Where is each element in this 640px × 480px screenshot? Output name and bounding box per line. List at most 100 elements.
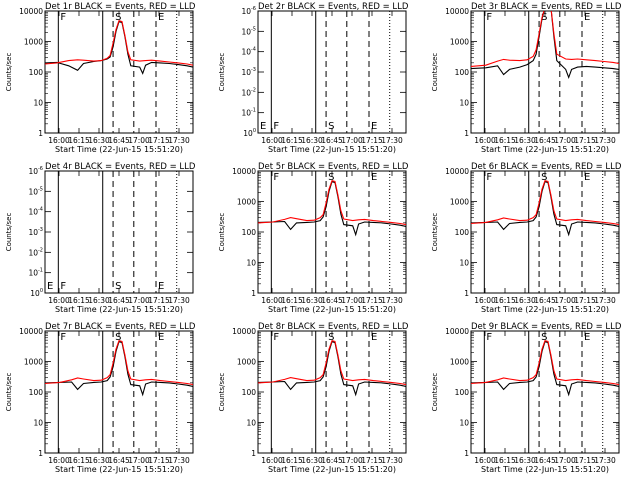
y-tick-exponent: -5 xyxy=(251,26,256,32)
x-tick-label: 16:00 xyxy=(261,136,283,145)
y-tick-label: 1 xyxy=(464,129,469,138)
y-tick-base: 1000 xyxy=(450,358,469,367)
x-axis-label: Start Time (22-Jun-15 15:51:20) xyxy=(268,145,396,154)
x-axis-label: Start Time (22-Jun-15 15:51:20) xyxy=(268,465,396,474)
y-axis-label: Counts/sec xyxy=(218,373,226,412)
flag-label: E xyxy=(584,12,590,23)
series-line-lld xyxy=(45,20,193,66)
y-tick-base: 10000 xyxy=(19,327,43,336)
y-tick-label: 100 xyxy=(29,388,44,397)
y-tick-exponent: -6 xyxy=(38,166,43,172)
y-tick-label: 1 xyxy=(38,129,43,138)
y-tick-label: 10 xyxy=(459,419,469,428)
y-tick-base: 10 xyxy=(246,259,256,268)
y-tick-base: 10000 xyxy=(232,327,256,336)
y-tick-label: 100 xyxy=(455,388,470,397)
panel-9: Det 9r BLACK = Events, RED = LLD 1 10 100 10… xyxy=(431,322,622,474)
series-line-events xyxy=(258,340,406,397)
flag-label: F xyxy=(60,332,66,343)
y-tick-label: 10000 xyxy=(232,167,256,176)
x-tick-label: 17:30 xyxy=(381,136,403,145)
y-tick-base: 10000 xyxy=(445,167,469,176)
y-tick-base: 1 xyxy=(464,129,469,138)
panel-title: Det 9r BLACK = Events, RED = LLD xyxy=(471,322,622,332)
plot-frame xyxy=(470,170,620,294)
series-line-events xyxy=(45,340,193,397)
y-tick-label: 10-6 xyxy=(241,6,256,16)
x-tick-label: 16:45 xyxy=(108,136,130,145)
y-tick-label: 100 xyxy=(29,68,44,77)
y-tick-label: 100 xyxy=(242,228,257,237)
y-tick-label: 100 xyxy=(30,288,43,298)
y-tick-exponent: -4 xyxy=(38,207,43,213)
x-axis-label: Start Time (22-Jun-15 15:51:20) xyxy=(481,305,609,314)
flag-label: S xyxy=(328,172,334,183)
x-tick-label: 17:30 xyxy=(594,296,616,305)
y-tick-base: 100 xyxy=(455,388,470,397)
x-tick-label: 16:15 xyxy=(68,296,90,305)
flag-label: E xyxy=(260,121,266,132)
x-tick-label: 16:00 xyxy=(48,456,70,465)
y-tick-base: 10 xyxy=(241,109,251,118)
flag-label: E xyxy=(584,172,590,183)
plot-frame xyxy=(257,170,407,294)
y-tick-label: 1000 xyxy=(450,38,469,47)
y-tick-base: 10000 xyxy=(232,167,256,176)
x-tick-label: 16:00 xyxy=(474,296,496,305)
x-tick-label: 16:45 xyxy=(108,456,130,465)
x-tick-label: 16:15 xyxy=(494,296,516,305)
y-tick-label: 100 xyxy=(243,128,256,138)
x-tick-label: 16:45 xyxy=(321,456,343,465)
y-tick-base: 10 xyxy=(459,99,469,108)
panel-6: Det 6r BLACK = Events, RED = LLD 1 10 100 10… xyxy=(431,162,622,314)
y-tick-base: 10 xyxy=(28,228,38,237)
x-tick-label: 17:00 xyxy=(341,136,363,145)
y-tick-base: 10 xyxy=(28,248,38,257)
y-tick-label: 10000 xyxy=(19,327,43,336)
series-line-lld xyxy=(258,180,406,226)
series-line-events xyxy=(471,180,619,237)
y-tick-label: 1000 xyxy=(24,358,43,367)
x-tick-label: 17:15 xyxy=(361,456,383,465)
panel-3: Det 3r BLACK = Events, RED = LLD 1 10 100 10… xyxy=(431,2,622,154)
flag-label: F xyxy=(273,172,279,183)
panel-title: Det 4r BLACK = Events, RED = LLD xyxy=(45,162,196,172)
y-tick-label: 10 xyxy=(459,259,469,268)
flag-label: E xyxy=(371,332,377,343)
x-tick-label: 17:00 xyxy=(128,296,150,305)
x-tick-label: 16:15 xyxy=(281,136,303,145)
x-tick-label: 17:00 xyxy=(128,456,150,465)
y-tick-base: 1000 xyxy=(237,358,256,367)
x-tick-label: 17:15 xyxy=(361,136,383,145)
y-tick-label: 10-5 xyxy=(241,26,256,36)
y-tick-label: 10000 xyxy=(445,327,469,336)
y-tick-label: 10000 xyxy=(445,167,469,176)
x-tick-label: 16:45 xyxy=(321,136,343,145)
x-tick-label: 16:30 xyxy=(88,296,110,305)
x-tick-label: 16:00 xyxy=(474,456,496,465)
y-tick-label: 10 xyxy=(33,419,43,428)
y-tick-base: 10 xyxy=(241,88,251,97)
x-axis-label: Start Time (22-Jun-15 15:51:20) xyxy=(55,465,183,474)
y-tick-base: 100 xyxy=(242,228,257,237)
y-tick-label: 10-2 xyxy=(28,247,43,257)
y-tick-label: 10-5 xyxy=(28,186,43,196)
panel-title: Det 6r BLACK = Events, RED = LLD xyxy=(471,162,622,172)
y-tick-label: 1 xyxy=(38,449,43,458)
flag-label: S xyxy=(328,121,334,132)
flag-label: E xyxy=(158,12,164,23)
x-tick-label: 16:15 xyxy=(68,136,90,145)
x-tick-label: 17:00 xyxy=(554,136,576,145)
plot-frame xyxy=(257,330,407,454)
y-tick-exponent: -1 xyxy=(251,108,256,114)
y-tick-base: 10 xyxy=(246,419,256,428)
plot-frame xyxy=(44,10,194,134)
x-tick-label: 16:00 xyxy=(474,136,496,145)
y-tick-label: 100 xyxy=(455,228,470,237)
y-axis-label: Counts/sec xyxy=(218,53,226,92)
y-tick-base: 10 xyxy=(28,167,38,176)
flag-label: E xyxy=(158,281,164,292)
y-tick-base: 1 xyxy=(464,449,469,458)
x-tick-label: 16:45 xyxy=(534,136,556,145)
series-line-lld xyxy=(471,340,619,386)
